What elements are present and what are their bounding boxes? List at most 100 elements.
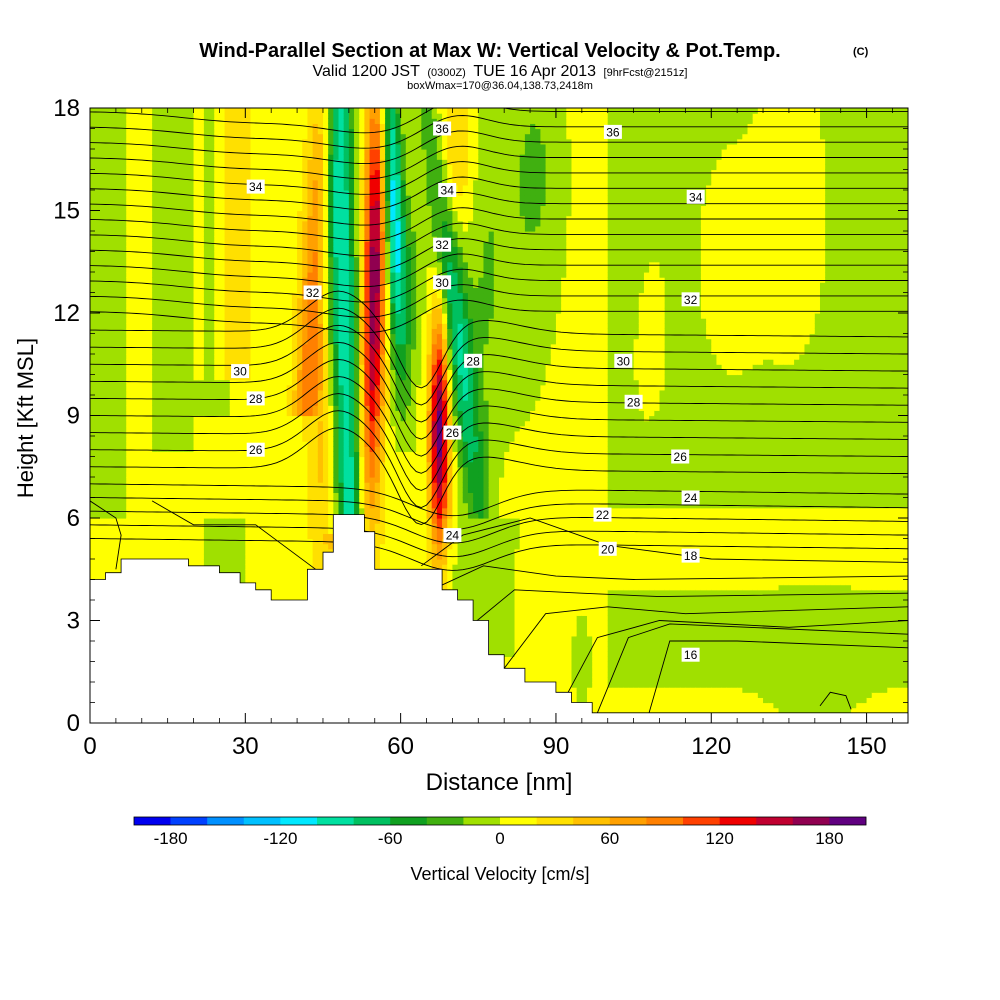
field-cell (126, 261, 133, 268)
field-cell (291, 364, 298, 370)
field-cell (115, 338, 122, 345)
field-cell (95, 343, 101, 350)
field-cell (100, 543, 107, 550)
field-cell (291, 164, 298, 171)
field-cell (281, 564, 288, 570)
field-cell (110, 297, 117, 304)
field-cell (136, 548, 143, 555)
field-cell (115, 543, 122, 550)
field-cell (126, 369, 133, 376)
field-cell (245, 523, 252, 529)
field-cell (126, 313, 133, 319)
field-cell (209, 354, 215, 360)
field-cell (281, 451, 288, 458)
field-cell (255, 256, 262, 263)
field-cell (255, 236, 262, 242)
field-cell (183, 307, 189, 314)
field-cell (172, 456, 179, 463)
field-cell (266, 477, 272, 483)
field-cell (105, 564, 112, 570)
field-cell (271, 471, 277, 478)
field-cell (162, 138, 169, 145)
field-cell (188, 323, 195, 329)
field-cell (245, 113, 252, 119)
field-cell (281, 113, 288, 119)
field-cell (183, 318, 189, 324)
field-cell (219, 348, 226, 355)
field-cell (167, 328, 174, 335)
field-cell (95, 487, 101, 493)
field-cell (95, 405, 101, 411)
field-cell (188, 528, 195, 534)
field-cell (276, 251, 283, 258)
field-cell (105, 569, 112, 575)
field-cell (95, 123, 101, 130)
field-cell (302, 579, 309, 586)
field-cell (126, 410, 133, 417)
field-cell (209, 297, 215, 304)
field-cell (276, 420, 283, 427)
field-cell (229, 543, 236, 550)
field-cell (126, 348, 133, 355)
field-cell (146, 471, 153, 478)
field-cell (297, 272, 303, 278)
field-cell (110, 179, 117, 186)
field-cell (126, 190, 133, 196)
field-cell (136, 118, 143, 124)
field-cell (131, 174, 138, 181)
field-cell (203, 292, 210, 299)
field-cell (178, 354, 184, 360)
field-cell (141, 282, 148, 288)
field-cell (224, 200, 231, 206)
field-cell (198, 538, 205, 545)
field-cell (229, 564, 236, 570)
field-cell (209, 559, 215, 565)
field-cell (152, 282, 158, 288)
field-cell (224, 174, 231, 181)
field-cell (214, 420, 221, 427)
field-cell (266, 425, 272, 432)
field-cell (271, 456, 277, 463)
field-cell (234, 179, 241, 186)
field-cell (105, 261, 112, 268)
field-cell (183, 179, 189, 186)
field-cell (178, 410, 184, 417)
field-cell (126, 384, 133, 391)
field-cell (178, 210, 184, 217)
field-cell (234, 169, 241, 176)
field-cell (183, 456, 189, 463)
field-cell (126, 456, 133, 463)
field-cell (152, 528, 158, 534)
field-cell (162, 466, 169, 473)
field-cell (95, 241, 101, 247)
field-cell (178, 190, 184, 196)
field-cell (188, 456, 195, 463)
field-cell (100, 220, 107, 227)
field-cell (250, 523, 257, 529)
field-cell (198, 123, 205, 130)
field-cell (271, 359, 277, 365)
field-cell (110, 456, 117, 463)
field-cell (297, 430, 303, 437)
field-cell (245, 497, 252, 504)
field-cell (115, 553, 122, 560)
field-cell (255, 246, 262, 253)
field-cell (152, 410, 158, 417)
field-cell (95, 354, 101, 360)
field-cell (105, 456, 112, 463)
field-cell (297, 436, 303, 442)
field-cell (178, 231, 184, 237)
field-cell (297, 512, 303, 519)
field-cell (271, 461, 277, 468)
field-cell (219, 477, 226, 483)
field-cell (100, 410, 107, 417)
field-cell (281, 492, 288, 499)
field-cell (286, 369, 293, 376)
field-cell (240, 538, 246, 545)
field-cell (183, 302, 189, 309)
field-cell (193, 425, 200, 432)
field-cell (90, 169, 96, 176)
field-cell (105, 430, 112, 437)
field-cell (271, 487, 277, 493)
field-cell (245, 477, 252, 483)
